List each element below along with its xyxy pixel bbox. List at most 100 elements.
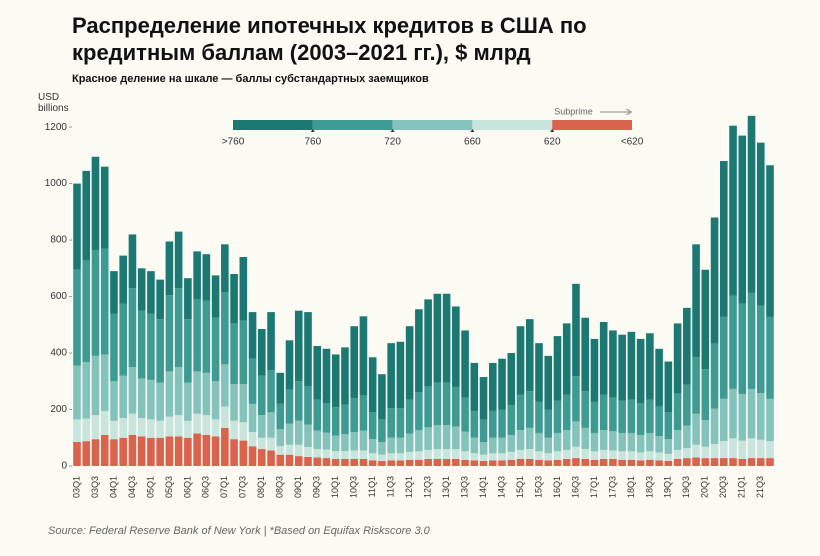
legend-label: >760 xyxy=(222,137,245,148)
x-tick-label: 09Q1 xyxy=(293,476,303,498)
bar-segment xyxy=(756,142,765,306)
x-tick-label: 18Q3 xyxy=(644,476,654,498)
bar-segment xyxy=(267,369,275,413)
x-tick-label: 10Q1 xyxy=(330,476,340,498)
bar-segment xyxy=(211,381,220,420)
bar-segment xyxy=(91,156,100,250)
bar-segment xyxy=(562,430,571,450)
bar-segment xyxy=(553,451,562,460)
bar-segment xyxy=(738,393,747,441)
bar-segment xyxy=(683,307,691,385)
bar-segment xyxy=(747,388,756,439)
bar-segment xyxy=(304,456,312,466)
bar-segment xyxy=(720,316,728,399)
bar-segment xyxy=(91,355,100,416)
bar-segment xyxy=(100,410,109,435)
bar-segment xyxy=(248,446,257,466)
bar-segment xyxy=(729,438,737,459)
bar-segment xyxy=(507,434,516,452)
bar-segment xyxy=(461,431,469,452)
x-tick-label: 13Q1 xyxy=(441,476,451,498)
bar-segment xyxy=(73,419,81,442)
bar-segment xyxy=(368,453,377,461)
bar-segment xyxy=(248,403,257,433)
legend-tick xyxy=(470,129,475,132)
bar-segment xyxy=(322,449,331,459)
bar-segment xyxy=(507,353,516,406)
bar-segment xyxy=(165,371,174,417)
bar-segment xyxy=(673,393,682,431)
bar-segment xyxy=(720,441,728,459)
bar-segment xyxy=(322,403,331,433)
bar-segment xyxy=(544,355,553,410)
bar-segment xyxy=(618,432,626,452)
bar-segment xyxy=(766,316,774,399)
bar-segment xyxy=(100,166,109,249)
bar-segment xyxy=(174,436,183,466)
bar-segment xyxy=(258,449,266,466)
bar-segment xyxy=(470,453,479,461)
bar-segment xyxy=(692,444,700,458)
bar-segment xyxy=(664,439,673,454)
bar-segment xyxy=(147,271,155,314)
bar-segment xyxy=(415,392,423,431)
bar-segment xyxy=(350,458,358,466)
bar-segment xyxy=(184,319,192,383)
x-tick-label: 13Q3 xyxy=(459,476,469,498)
x-tick-label: 20Q1 xyxy=(700,476,710,498)
bar-segment xyxy=(747,292,756,389)
bar-segment xyxy=(294,444,303,457)
bar-segment xyxy=(553,336,562,401)
bar-segment xyxy=(341,434,349,452)
bar-segment xyxy=(415,451,423,460)
bar-segment xyxy=(489,460,497,466)
bar-segment xyxy=(350,450,358,459)
bar-segment xyxy=(479,441,488,455)
bar-segment xyxy=(331,435,340,452)
bar-segment xyxy=(147,313,155,380)
bar-segment xyxy=(544,460,553,466)
bar-segment xyxy=(525,391,534,428)
chart-title: Распределение ипотечных кредитов в США п… xyxy=(72,13,587,65)
bar-segment xyxy=(387,460,395,466)
bar-segment xyxy=(415,430,423,452)
x-tick-label: 15Q1 xyxy=(515,476,525,498)
bar-segment xyxy=(710,217,719,344)
bar-segment xyxy=(91,249,100,356)
x-tick-label: 19Q1 xyxy=(663,476,673,498)
bar-segment xyxy=(350,398,358,433)
bar-segment xyxy=(729,295,737,389)
bar-segment xyxy=(202,300,211,373)
bar-segment xyxy=(756,458,765,466)
x-tick-label: 17Q3 xyxy=(607,476,617,498)
bar-segment xyxy=(433,449,442,459)
bar-segment xyxy=(599,449,608,459)
bar-segment xyxy=(165,295,174,372)
bar-segment xyxy=(498,409,506,438)
bar-segment xyxy=(655,452,663,461)
bar-segment xyxy=(581,458,589,466)
bar-segment xyxy=(128,367,137,414)
bar-segment xyxy=(452,386,460,427)
bar-segment xyxy=(230,420,238,440)
bar-segment xyxy=(470,437,479,454)
bar-segment xyxy=(230,273,238,324)
bar-segment xyxy=(766,458,774,466)
bar-segment xyxy=(73,441,81,466)
bar-segment xyxy=(692,457,700,466)
bar-segment xyxy=(387,343,395,409)
x-tick-label: 15Q3 xyxy=(533,476,543,498)
bar-segment xyxy=(581,391,589,428)
bar-segment xyxy=(609,458,617,466)
bar-segment xyxy=(701,419,710,447)
annotation-arrowhead xyxy=(625,108,633,116)
bar-segment xyxy=(590,401,599,433)
bar-segment xyxy=(442,449,451,459)
bar-segment xyxy=(91,415,100,440)
bar-segment xyxy=(276,403,285,430)
bar-segment xyxy=(664,453,673,461)
x-tick-label: 16Q3 xyxy=(570,476,580,498)
x-tick-label: 11Q1 xyxy=(367,476,377,497)
